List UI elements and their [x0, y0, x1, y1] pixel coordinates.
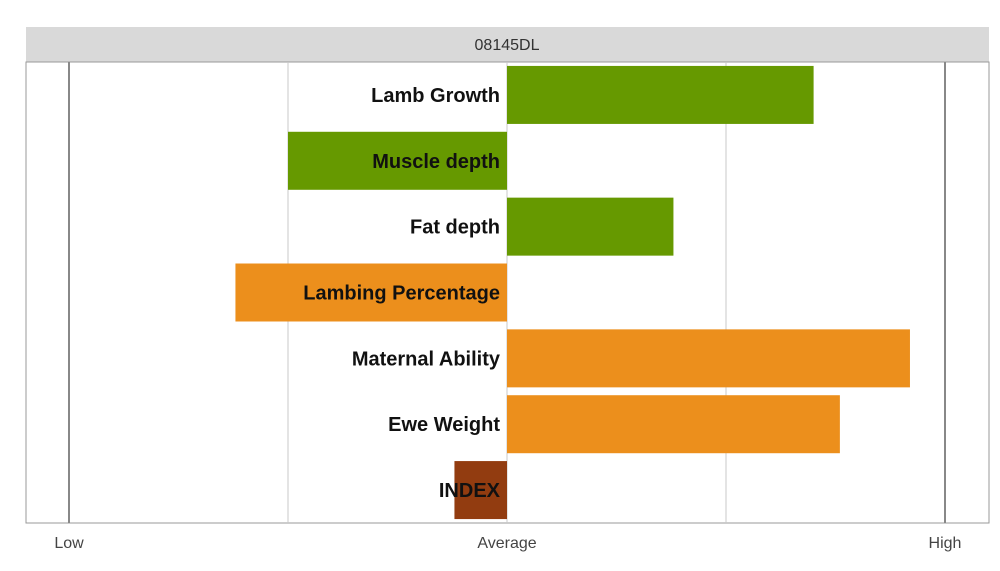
bar-maternal-ability: [507, 329, 910, 388]
x-tick-label: Average: [477, 535, 536, 552]
category-label: Lambing Percentage: [303, 283, 500, 305]
bar-fat-depth: [507, 197, 674, 256]
bar-muscle-depth: [288, 131, 507, 190]
category-label: Maternal Ability: [352, 348, 501, 370]
chart-title: 08145DL: [475, 37, 540, 54]
category-label: Lamb Growth: [371, 85, 500, 107]
bar-index: [454, 461, 507, 520]
bar-lamb-growth: [507, 65, 814, 124]
category-label: Fat depth: [410, 217, 500, 239]
bar-ewe-weight: [507, 395, 840, 454]
x-tick-label: High: [929, 535, 962, 552]
x-tick-label: Low: [54, 535, 84, 552]
bar-lambing-percentage: [235, 263, 507, 322]
bars: [235, 65, 910, 520]
title-band: [26, 27, 989, 62]
x-tick-labels: Low Average High: [54, 535, 961, 552]
category-label: Muscle depth: [372, 151, 500, 173]
category-label: INDEX: [439, 480, 501, 502]
category-label: Ewe Weight: [388, 414, 500, 436]
category-labels: Lamb Growth Muscle depth Fat depth Lambing …: [303, 85, 501, 502]
